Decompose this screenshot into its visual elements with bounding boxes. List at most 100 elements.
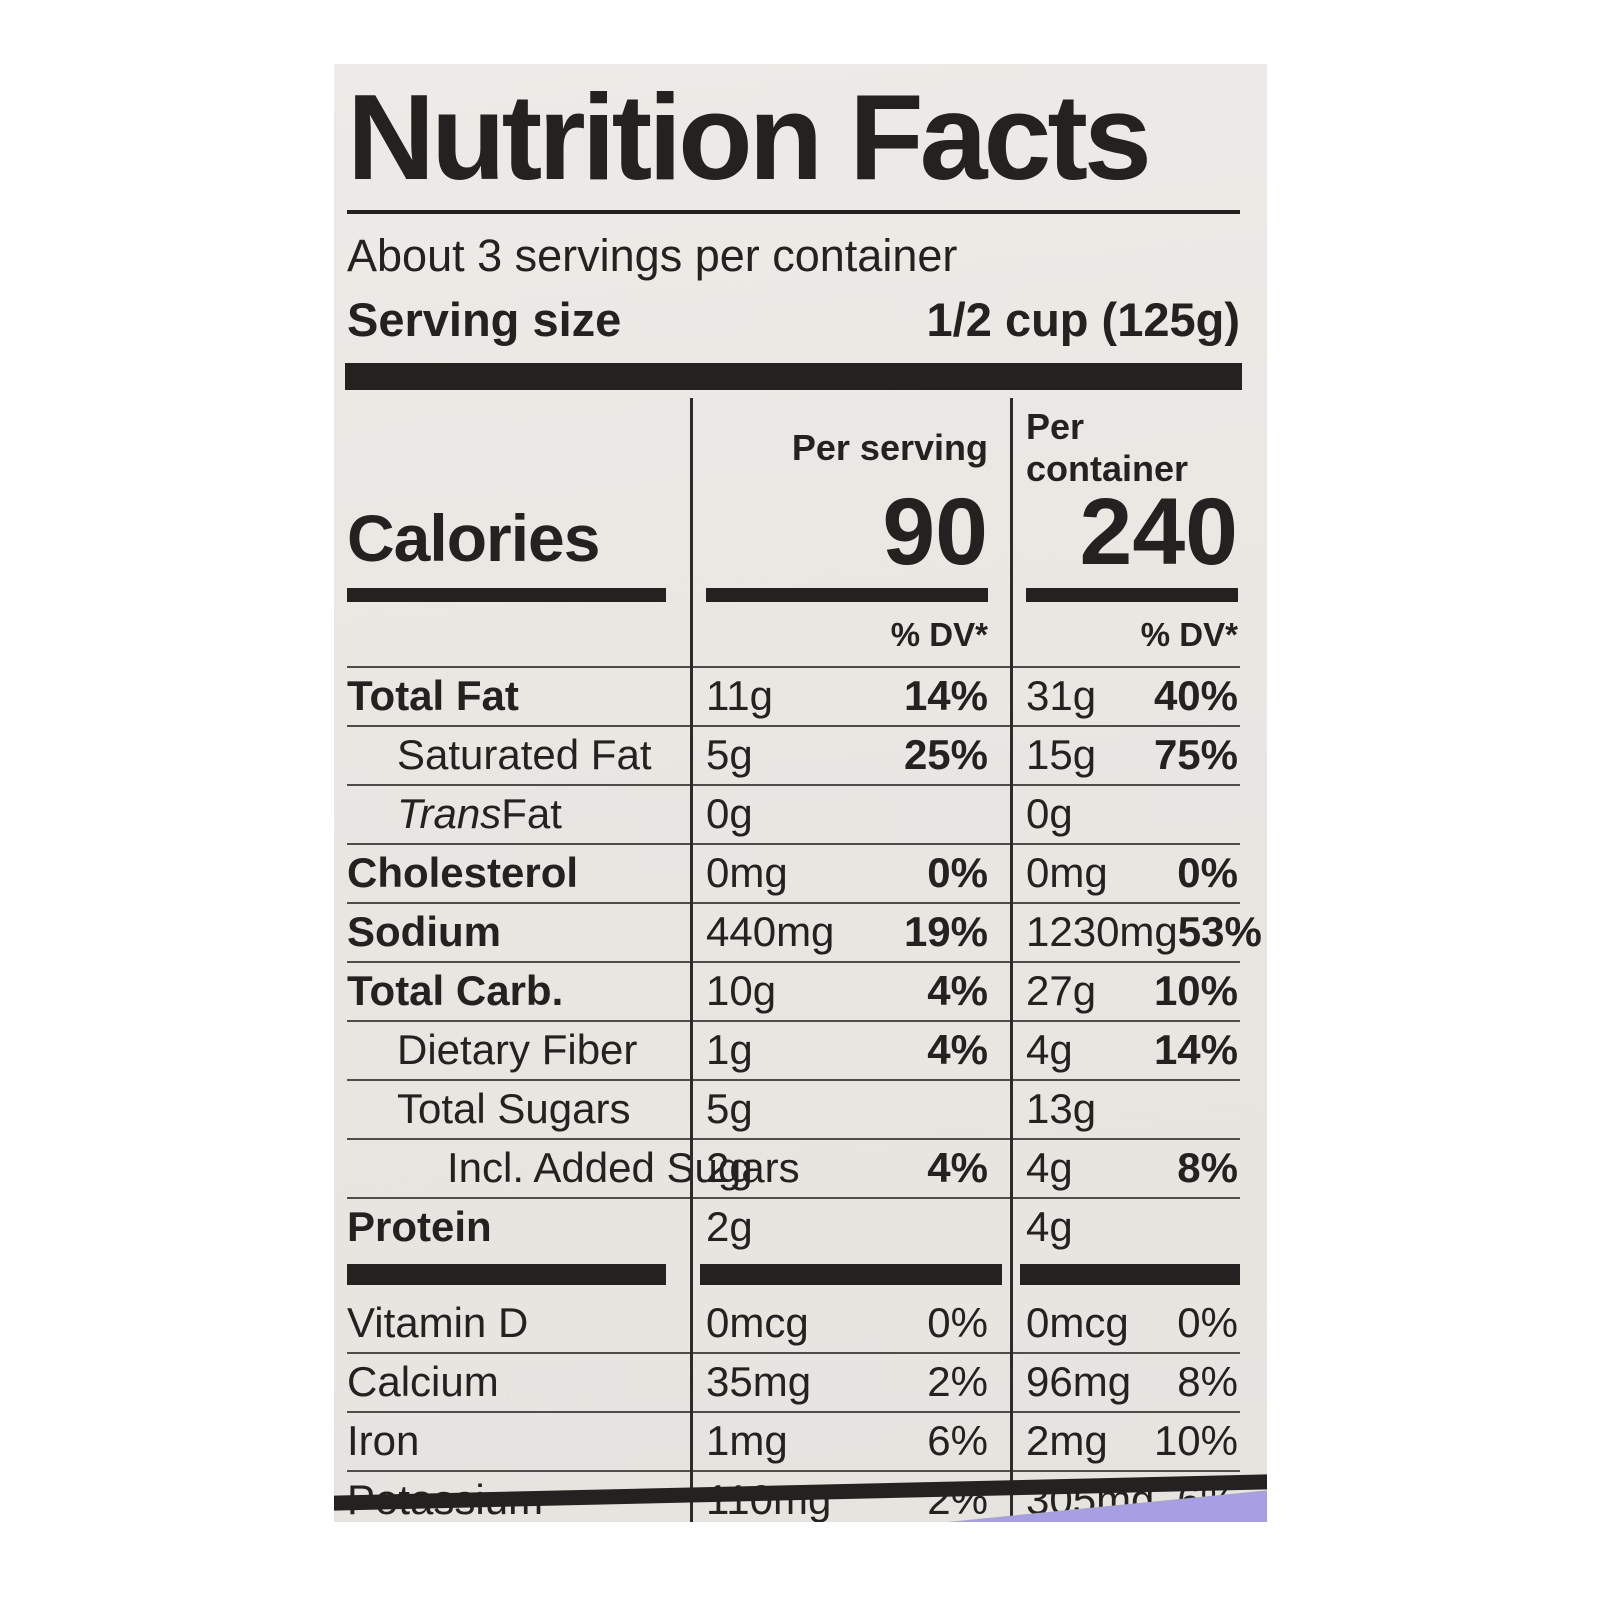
calories-per-container: 240: [1079, 479, 1238, 585]
nutrient-row-saturated-fat: Saturated Fat 5g 25% 15g 75%: [347, 727, 1240, 786]
amount: 0mcg: [1026, 1299, 1129, 1346]
per-container-header: Per container: [1026, 406, 1189, 489]
bar-segment: [1020, 1263, 1240, 1285]
nutrient-name: Vitamin D: [347, 1299, 529, 1346]
thick-divider-bar: [345, 363, 1242, 390]
bar-segment: [700, 1263, 1002, 1285]
nutrient-row-vitamin-d: Vitamin D 0mcg 0% 0mcg 0%: [347, 1295, 1240, 1354]
dv-header-per-container: % DV*: [1140, 615, 1238, 653]
dv-header-per-serving: % DV*: [890, 615, 988, 653]
amount: 27g: [1026, 967, 1097, 1014]
dv-value: 14%: [1153, 1026, 1238, 1073]
dv-value: 8%: [1177, 1358, 1238, 1405]
nutrient-name: Cholesterol: [347, 849, 579, 896]
protein-separator-bar: [347, 1256, 1240, 1295]
dv-value: 4%: [927, 1026, 988, 1073]
amount: 5g: [706, 731, 753, 778]
dv-value: 10%: [1153, 967, 1238, 1014]
amount: 10g: [706, 967, 777, 1014]
serving-size-label: Serving size: [347, 293, 622, 346]
nutrient-row-total-sugars: Total Sugars 5g 13g: [347, 1081, 1240, 1140]
amount: 4g: [1026, 1026, 1073, 1073]
dv-header-row: % DV* % DV*: [347, 602, 1240, 668]
amount: 1g: [706, 1026, 753, 1073]
nutrient-row-dietary-fiber: Dietary Fiber 1g 4% 4g 14%: [347, 1022, 1240, 1081]
amount: 4g: [1026, 1203, 1073, 1250]
servings-per-container: About 3 servings per container: [347, 230, 958, 281]
nutrient-name: Sodium: [347, 908, 501, 955]
amount: 1230mg: [1026, 908, 1178, 955]
amount: 1mg: [706, 1417, 788, 1464]
nutrient-name: Incl. Added Sugars: [447, 1144, 800, 1191]
dv-value: 10%: [1153, 1417, 1238, 1464]
title-divider: [347, 210, 1240, 214]
amount: 11g: [706, 672, 773, 719]
dv-value: 0%: [1177, 1299, 1238, 1346]
nutrient-name: Protein: [347, 1203, 492, 1250]
dv-value: 75%: [1153, 731, 1238, 778]
dv-value: 6%: [927, 1417, 988, 1464]
nutrient-name: Total Sugars: [397, 1085, 631, 1132]
dv-value: 4%: [927, 1144, 988, 1191]
serving-size-value: 1/2 cup (125g): [926, 293, 1240, 346]
amount: 96mg: [1026, 1358, 1132, 1405]
calories-per-serving: 90: [882, 479, 988, 585]
nutrient-row-iron: Iron 1mg 6% 2mg 10%: [347, 1413, 1240, 1472]
calories-row: Calories 90 240: [347, 479, 1240, 585]
column-divider-left: [690, 398, 693, 1522]
amount: 0g: [1026, 790, 1073, 837]
amount: 0mcg: [706, 1299, 809, 1346]
dv-value: 14%: [903, 672, 988, 719]
underline-bar: [706, 587, 988, 602]
nutrient-row-total-carb: Total Carb. 10g 4% 27g 10%: [347, 963, 1240, 1022]
calories-label: Calories: [347, 500, 600, 575]
dv-value: 19%: [903, 908, 988, 955]
nutrient-name: Dietary Fiber: [397, 1026, 638, 1073]
amount: 13g: [1026, 1085, 1097, 1132]
amount: 2g: [706, 1144, 753, 1191]
column-divider-right: [1010, 398, 1013, 1522]
dv-value: 8%: [1177, 1144, 1238, 1191]
nutrient-name: Saturated Fat: [397, 731, 652, 778]
nutrition-label: Nutrition Facts About 3 servings per con…: [334, 64, 1267, 1522]
underline-bar: [1026, 587, 1238, 602]
nutrient-row-total-fat: Total Fat 11g 14% 31g 40%: [347, 668, 1240, 727]
nutrient-name: Iron: [347, 1417, 420, 1464]
facts-table: Per serving Per container Calories 90 24…: [347, 398, 1262, 1522]
amount: 5g: [706, 1085, 753, 1132]
nutrient-name: Total Fat: [347, 672, 519, 719]
nutrient-row-sodium: Sodium 440mg 19% 1230mg 53%: [347, 904, 1262, 963]
amount: 2g: [706, 1203, 753, 1250]
nutrient-row-protein: Protein 2g 4g: [347, 1199, 1240, 1256]
nutrient-row-calcium: Calcium 35mg 2% 96mg 8%: [347, 1354, 1240, 1413]
nutrient-name: Total Carb.: [347, 967, 564, 1014]
underline-bar: [347, 587, 666, 602]
amount: 440mg: [706, 908, 835, 955]
nutrient-name: Calcium: [347, 1358, 499, 1405]
calories-underline: [347, 576, 1240, 602]
amount: 2mg: [1026, 1417, 1108, 1464]
amount: 31g: [1026, 672, 1097, 719]
dv-value: 0%: [927, 1299, 988, 1346]
dv-value: 0%: [927, 849, 988, 896]
nutrient-row-cholesterol: Cholesterol 0mg 0% 0mg 0%: [347, 845, 1240, 904]
dv-value: 2%: [927, 1358, 988, 1405]
nutrient-row-added-sugars: Incl. Added Sugars 2g 4% 4g 8%: [347, 1140, 1240, 1199]
amount: 0g: [706, 790, 753, 837]
dv-value: 25%: [903, 731, 988, 778]
dv-value: 40%: [1153, 672, 1238, 719]
per-serving-header: Per serving: [791, 427, 988, 468]
dv-value: 4%: [927, 967, 988, 1014]
amount: 0mg: [706, 849, 788, 896]
nutrient-row-trans-fat: Trans Fat 0g 0g: [347, 786, 1240, 845]
nutrient-name: Fat: [501, 790, 562, 837]
calories-header-row: Per serving Per container: [347, 398, 1240, 490]
amount: 4g: [1026, 1144, 1073, 1191]
nutrient-name-italic: Trans: [397, 790, 502, 837]
amount: 15g: [1026, 731, 1097, 778]
bar-segment: [347, 1263, 666, 1285]
amount: 35mg: [706, 1358, 812, 1405]
label-title: Nutrition Facts: [347, 69, 1152, 205]
dv-value: 0%: [1177, 849, 1238, 896]
dv-value: 53%: [1177, 908, 1262, 955]
